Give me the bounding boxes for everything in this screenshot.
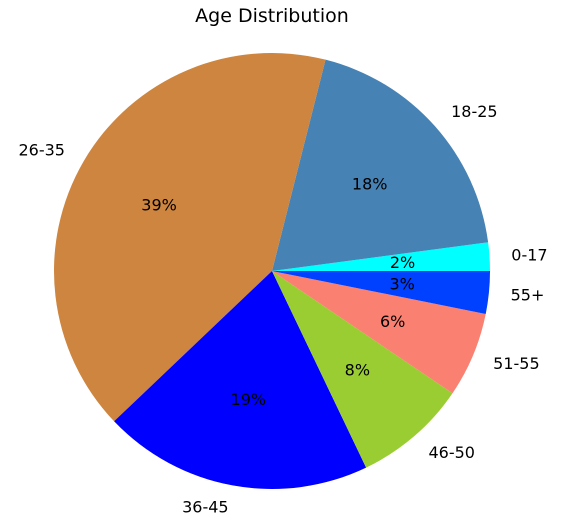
slice-label-55+: 55+ <box>511 285 545 304</box>
pie-slice-46-50 <box>272 271 453 468</box>
slice-label-18-25: 18-25 <box>451 102 498 121</box>
pie-slice-36-45 <box>114 271 367 489</box>
pct-label-18-25: 18% <box>352 175 388 194</box>
slice-label-0-17: 0-17 <box>511 246 547 265</box>
slice-label-51-55: 51-55 <box>493 354 540 373</box>
pct-label-55+: 3% <box>389 274 414 293</box>
slice-label-46-50: 46-50 <box>428 443 475 462</box>
pie-slice-55+ <box>272 271 490 314</box>
pie-labels: 0-17 2% 18-25 18% 26-35 39% 36-45 19% 46-50 8% 51-… <box>18 102 547 516</box>
pct-label-36-45: 19% <box>231 390 267 409</box>
pie-slice-51-55 <box>272 271 486 394</box>
pie-slice-26-35 <box>54 52 326 422</box>
pct-label-26-35: 39% <box>141 195 177 214</box>
pct-label-51-55: 6% <box>380 312 405 331</box>
slice-label-36-45: 36-45 <box>182 497 229 516</box>
pie-slices <box>54 52 490 489</box>
pie-slice-0-17 <box>272 242 490 271</box>
pct-label-46-50: 8% <box>345 361 370 380</box>
pie-slice-18-25 <box>272 59 489 271</box>
chart-title: Age Distribution <box>195 5 349 27</box>
slice-label-26-35: 26-35 <box>18 140 65 159</box>
pct-label-0-17: 2% <box>390 253 415 272</box>
